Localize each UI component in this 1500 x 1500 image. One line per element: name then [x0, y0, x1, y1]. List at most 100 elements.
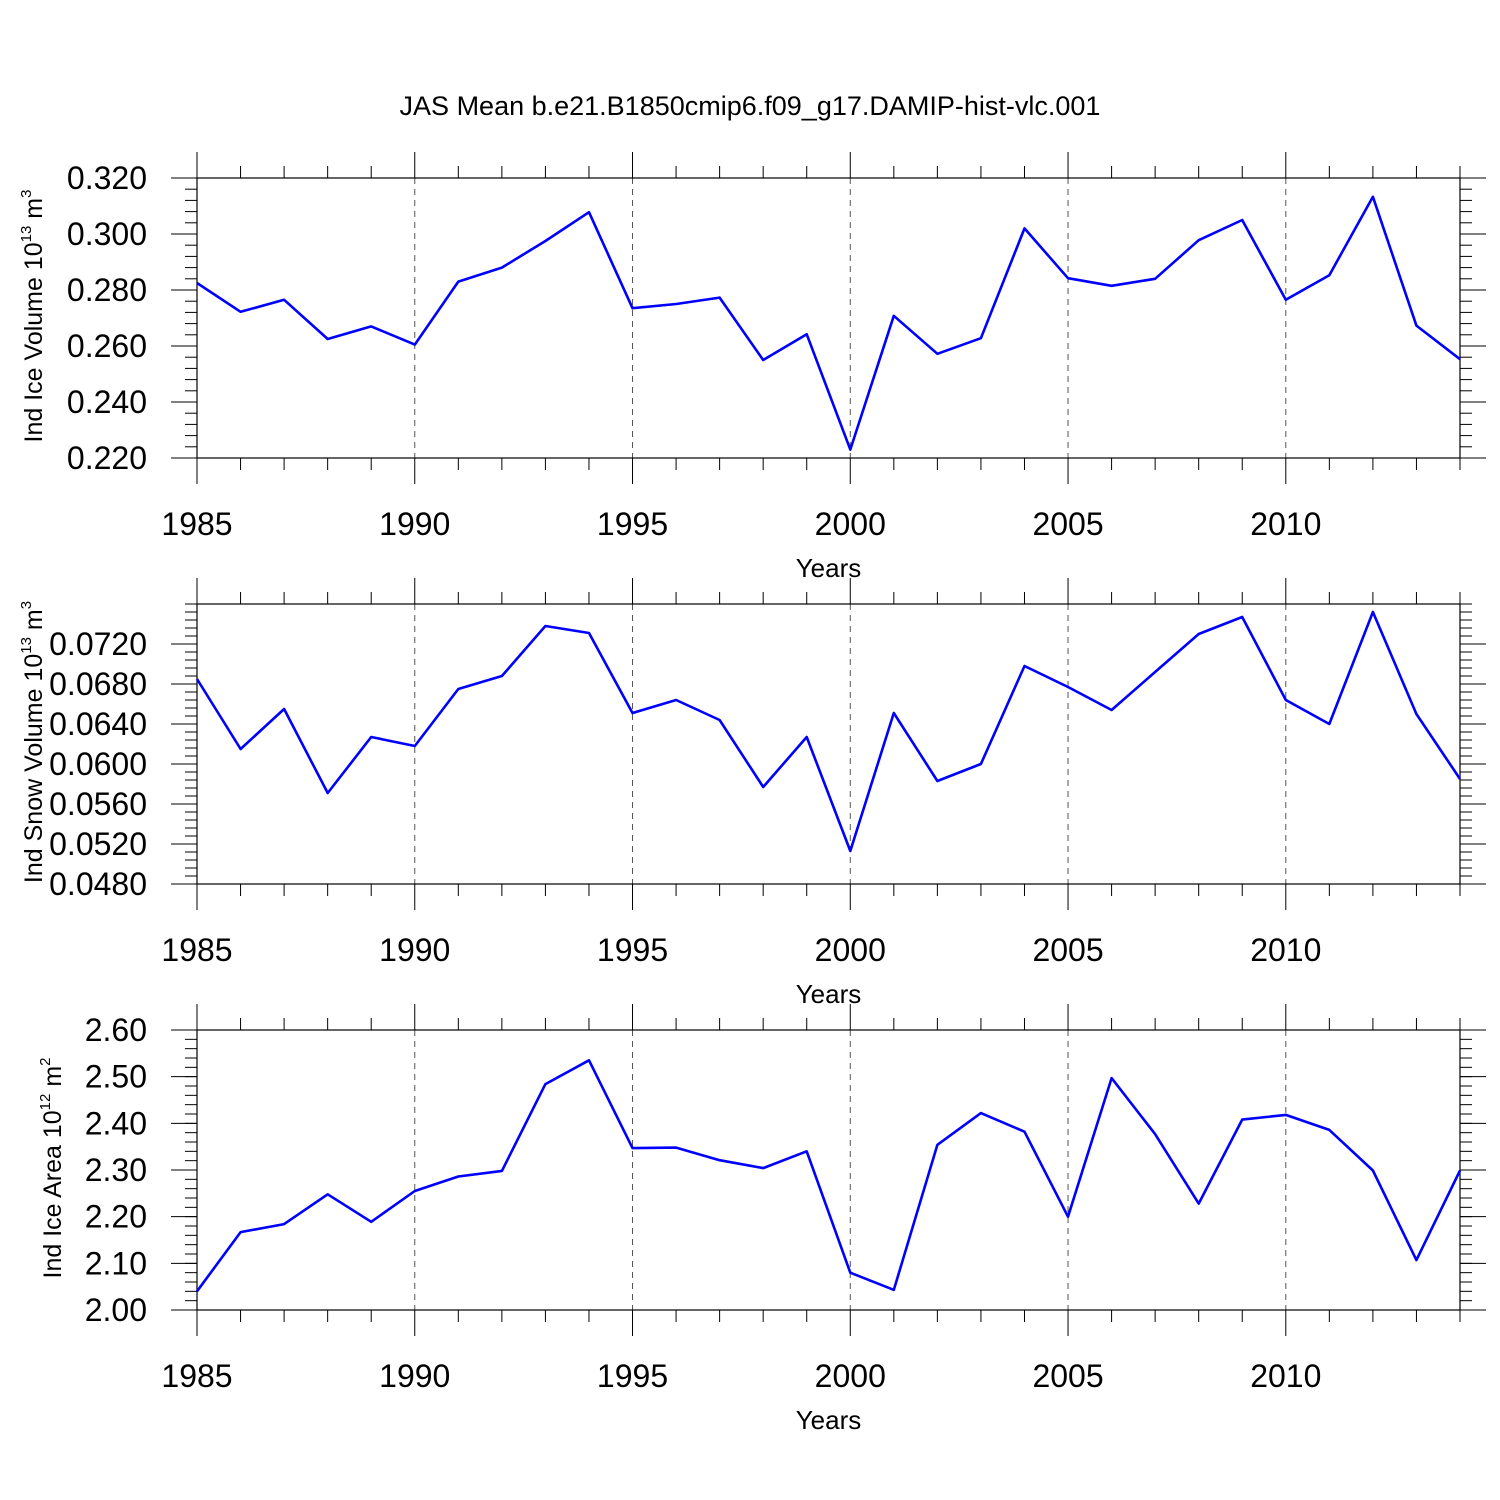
- data-point: [413, 343, 417, 347]
- data-point: [761, 358, 765, 362]
- series-line: [196, 195, 1461, 451]
- chart-panel-1: 1985 1990 1995 2000 2005 2010 0.220 0.240 0.260 0…: [18, 152, 1486, 583]
- plot-frame: [196, 177, 1461, 459]
- data-point: [935, 352, 939, 356]
- x-tick-label: 2010: [1250, 1358, 1321, 1394]
- data-point: [1284, 1113, 1288, 1117]
- chart-panel-2: 1985 1990 1995 2000 2005 2010 0.0480 0.0520 0.05…: [18, 578, 1486, 1009]
- y-tick-label: 2.60: [85, 1012, 147, 1048]
- data-point: [631, 306, 635, 310]
- x-tick-label: 2010: [1250, 506, 1321, 542]
- data-point: [239, 310, 243, 314]
- chart-panel-3: 1985 1990 1995 2000 2005 2010 2.00 2.10 2.20 2.30…: [37, 1004, 1486, 1435]
- data-point: [718, 718, 722, 722]
- x-tick-label: 1985: [161, 1358, 232, 1394]
- x-tick-label: 1995: [597, 506, 668, 542]
- plot-frame: [196, 603, 1461, 885]
- data-point: [1327, 722, 1331, 726]
- data-point: [195, 677, 199, 681]
- data-point: [587, 1058, 591, 1062]
- data-point: [674, 1146, 678, 1150]
- x-axis-label: Years: [796, 979, 862, 1009]
- data-point: [805, 735, 809, 739]
- data-point: [1458, 1168, 1462, 1172]
- y-axis-label: Ind Ice Area 1012 m2: [37, 1058, 67, 1279]
- data-point: [761, 1166, 765, 1170]
- y-tick-label: 0.240: [67, 384, 147, 420]
- data-point: [326, 1192, 330, 1196]
- x-tick-label: 2010: [1250, 932, 1321, 968]
- data-point: [848, 849, 852, 853]
- data-point: [979, 762, 983, 766]
- data-point: [1371, 1168, 1375, 1172]
- data-point: [1197, 238, 1201, 242]
- data-point: [1458, 777, 1462, 781]
- data-point: [1240, 218, 1244, 222]
- y-tick-label: 0.320: [67, 160, 147, 196]
- y-tick-label: 2.20: [85, 1199, 147, 1235]
- series-line: [195, 610, 1462, 853]
- data-point: [935, 779, 939, 783]
- data-point: [543, 624, 547, 628]
- y-tick-label: 0.0720: [49, 626, 147, 662]
- x-tick-label: 2000: [815, 932, 886, 968]
- data-point: [1110, 708, 1114, 712]
- data-point: [979, 1111, 983, 1115]
- data-point: [892, 314, 896, 318]
- data-point: [1414, 324, 1418, 328]
- data-point: [500, 674, 504, 678]
- data-point: [1327, 1128, 1331, 1132]
- data-point: [631, 711, 635, 715]
- x-tick-label: 1995: [597, 932, 668, 968]
- data-point: [456, 687, 460, 691]
- data-point: [1414, 1258, 1418, 1262]
- data-point: [848, 448, 852, 452]
- data-point: [1153, 670, 1157, 674]
- data-point: [674, 698, 678, 702]
- data-point: [282, 1222, 286, 1226]
- data-point: [413, 744, 417, 748]
- data-point: [848, 1271, 852, 1275]
- data-point: [587, 631, 591, 635]
- data-point: [239, 747, 243, 751]
- data-point: [1414, 712, 1418, 716]
- series-line: [195, 1059, 1462, 1293]
- x-tick-label: 2005: [1032, 1358, 1103, 1394]
- data-point: [369, 735, 373, 739]
- data-point: [413, 1189, 417, 1193]
- x-tick-label: 1990: [379, 932, 450, 968]
- x-tick-label: 2005: [1032, 932, 1103, 968]
- y-tick-label: 0.0520: [49, 826, 147, 862]
- data-point: [892, 711, 896, 715]
- data-point: [195, 281, 199, 285]
- data-point: [1197, 1202, 1201, 1206]
- x-tick-label: 1985: [161, 506, 232, 542]
- y-tick-label: 0.220: [67, 440, 147, 476]
- data-point: [500, 1169, 504, 1173]
- x-axis-label: Years: [796, 1405, 862, 1435]
- y-tick-label: 0.280: [67, 272, 147, 308]
- data-point: [587, 210, 591, 214]
- plot-frame: [196, 1029, 1461, 1311]
- data-point: [1284, 698, 1288, 702]
- y-tick-label: 0.260: [67, 328, 147, 364]
- data-point: [326, 337, 330, 341]
- chart-panels: 1985 1990 1995 2000 2005 2010 0.220 0.240 0.260 0…: [18, 152, 1486, 1435]
- data-point: [369, 324, 373, 328]
- data-point: [718, 296, 722, 300]
- data-point: [456, 280, 460, 284]
- x-tick-label: 1990: [379, 1358, 450, 1394]
- data-point: [369, 1220, 373, 1224]
- data-point: [1371, 195, 1375, 199]
- data-point: [1240, 615, 1244, 619]
- data-point: [1110, 1076, 1114, 1080]
- x-tick-label: 1990: [379, 506, 450, 542]
- x-tick-label: 2000: [815, 1358, 886, 1394]
- data-point: [543, 239, 547, 243]
- y-tick-label: 0.300: [67, 216, 147, 252]
- data-point: [1022, 1130, 1026, 1134]
- x-tick-label: 1985: [161, 932, 232, 968]
- data-point: [805, 1149, 809, 1153]
- data-point: [935, 1143, 939, 1147]
